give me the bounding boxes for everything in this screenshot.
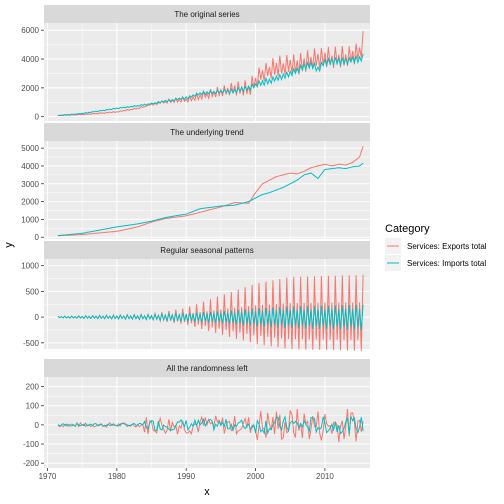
y-axis-title: y bbox=[3, 242, 15, 248]
facet-title-2: The underlying trend bbox=[170, 128, 243, 137]
series-line-services-imports-total-panel-2 bbox=[57, 162, 364, 237]
facet-title-3: Regular seasonal patterns bbox=[160, 246, 253, 255]
y-tick-label: -100 bbox=[23, 440, 40, 449]
y-tick-label: 200 bbox=[26, 383, 40, 392]
y-tick-label: 0 bbox=[35, 233, 40, 242]
panel-background-1 bbox=[44, 23, 370, 121]
x-tick-label: 1970 bbox=[39, 472, 57, 481]
facet-strip-3 bbox=[44, 241, 370, 259]
y-tick-label: 500 bbox=[26, 287, 40, 296]
y-tick-label: 1000 bbox=[21, 262, 39, 271]
x-axis-title: x bbox=[204, 486, 210, 498]
x-tick-label: 2010 bbox=[316, 472, 334, 481]
x-tick-label: 2000 bbox=[247, 472, 265, 481]
y-tick-label: -200 bbox=[23, 459, 40, 468]
y-tick-label: 5000 bbox=[21, 144, 39, 153]
y-tick-label: 0 bbox=[35, 421, 40, 430]
y-tick-label: 6000 bbox=[21, 26, 39, 35]
y-tick-label: 100 bbox=[26, 402, 40, 411]
y-tick-label: 4000 bbox=[21, 162, 39, 171]
y-tick-label: 2000 bbox=[21, 84, 39, 93]
series-line-services-imports-total-panel-1 bbox=[57, 53, 364, 117]
x-tick-label: 1980 bbox=[108, 472, 126, 481]
legend-label: Services: Imports total bbox=[407, 259, 486, 268]
y-tick-label: 3000 bbox=[21, 180, 39, 189]
facet-strip-4 bbox=[44, 359, 370, 377]
series-line-services-imports-total-panel-4 bbox=[57, 415, 364, 435]
series-line-services-exports-total-panel-2 bbox=[57, 146, 364, 237]
y-tick-label: 2000 bbox=[21, 198, 39, 207]
x-tick-label: 1990 bbox=[177, 472, 195, 481]
y-tick-label: 0 bbox=[35, 113, 40, 122]
facet-strip-2 bbox=[44, 123, 370, 141]
facet-strip-1 bbox=[44, 5, 370, 23]
panel-background-2 bbox=[44, 141, 370, 239]
series-line-services-imports-total-panel-3 bbox=[57, 304, 364, 331]
y-tick-label: 1000 bbox=[21, 215, 39, 224]
y-tick-label: -500 bbox=[23, 339, 40, 348]
y-tick-label: 4000 bbox=[21, 55, 39, 64]
legend-title: Category bbox=[385, 223, 430, 235]
y-tick-label: 0 bbox=[35, 313, 40, 322]
legend-label: Services: Exports total bbox=[407, 242, 487, 251]
facet-title-4: All the randomness left bbox=[166, 364, 248, 373]
facet-title-1: The original series bbox=[174, 10, 239, 19]
series-line-services-exports-total-panel-4 bbox=[57, 408, 364, 443]
